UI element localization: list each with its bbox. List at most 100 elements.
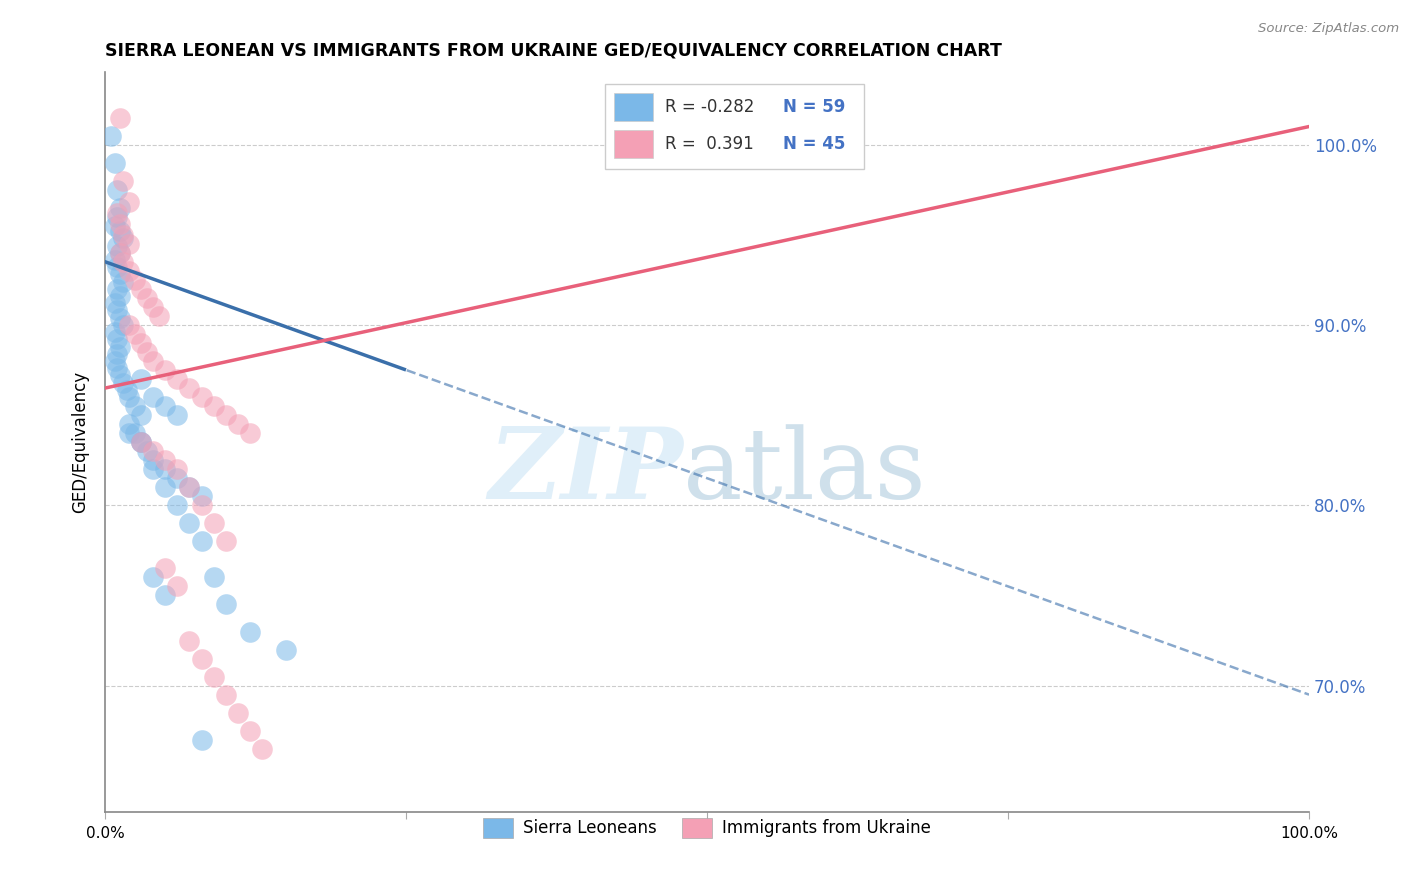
Point bbox=[131, 335, 153, 350]
Point bbox=[118, 390, 141, 404]
Point bbox=[131, 408, 153, 422]
Point bbox=[155, 589, 177, 603]
Point bbox=[108, 245, 131, 260]
Point bbox=[108, 289, 131, 303]
Point bbox=[155, 561, 177, 575]
Point bbox=[105, 183, 128, 197]
Point bbox=[118, 318, 141, 332]
Point bbox=[118, 417, 141, 431]
Point bbox=[108, 340, 131, 354]
Text: 0.0%: 0.0% bbox=[86, 826, 125, 841]
Point bbox=[179, 381, 201, 395]
Point bbox=[124, 273, 146, 287]
Point bbox=[112, 227, 135, 242]
Point bbox=[118, 264, 141, 278]
Point bbox=[108, 268, 131, 282]
Point bbox=[118, 236, 141, 251]
Point bbox=[202, 670, 225, 684]
Point bbox=[105, 303, 128, 318]
Point bbox=[105, 332, 128, 346]
Point bbox=[155, 480, 177, 494]
Point bbox=[214, 688, 236, 702]
Point bbox=[142, 390, 165, 404]
Point bbox=[108, 224, 131, 238]
Point bbox=[166, 498, 188, 512]
Text: Source: ZipAtlas.com: Source: ZipAtlas.com bbox=[1258, 22, 1399, 36]
Point bbox=[112, 318, 135, 332]
Point bbox=[108, 245, 131, 260]
Text: SIERRA LEONEAN VS IMMIGRANTS FROM UKRAINE GED/EQUIVALENCY CORRELATION CHART: SIERRA LEONEAN VS IMMIGRANTS FROM UKRAIN… bbox=[105, 42, 1002, 60]
Point bbox=[112, 231, 135, 245]
Point bbox=[108, 310, 131, 325]
Point bbox=[155, 462, 177, 476]
Point bbox=[131, 282, 153, 296]
Point bbox=[124, 326, 146, 341]
Point bbox=[155, 453, 177, 467]
Point bbox=[112, 254, 135, 268]
Point bbox=[274, 642, 297, 657]
Point bbox=[190, 651, 212, 665]
Legend: Sierra Leoneans, Immigrants from Ukraine: Sierra Leoneans, Immigrants from Ukraine bbox=[477, 812, 938, 844]
Point bbox=[108, 201, 131, 215]
Point bbox=[131, 372, 153, 386]
Point bbox=[105, 361, 128, 376]
Point bbox=[104, 296, 127, 310]
Text: N = 59: N = 59 bbox=[783, 98, 845, 116]
Point bbox=[131, 435, 153, 450]
Point bbox=[112, 376, 135, 390]
Point bbox=[136, 291, 159, 305]
Text: R =  0.391: R = 0.391 bbox=[665, 136, 754, 153]
Point bbox=[131, 435, 153, 450]
Point bbox=[190, 534, 212, 549]
FancyBboxPatch shape bbox=[614, 93, 652, 121]
Y-axis label: GED/Equivalency: GED/Equivalency bbox=[72, 371, 89, 513]
Point bbox=[105, 282, 128, 296]
Point bbox=[155, 363, 177, 377]
Point bbox=[166, 372, 188, 386]
Point bbox=[190, 390, 212, 404]
Point bbox=[136, 444, 159, 458]
Point bbox=[214, 598, 236, 612]
Point bbox=[214, 408, 236, 422]
Point bbox=[142, 453, 165, 467]
Point bbox=[136, 345, 159, 359]
Point bbox=[166, 471, 188, 485]
Point bbox=[118, 426, 141, 441]
Text: N = 45: N = 45 bbox=[783, 136, 845, 153]
Point bbox=[142, 570, 165, 584]
Point bbox=[108, 111, 131, 125]
Text: R = -0.282: R = -0.282 bbox=[665, 98, 755, 116]
Point bbox=[202, 570, 225, 584]
Point bbox=[105, 260, 128, 275]
Point bbox=[115, 383, 138, 397]
Point bbox=[179, 633, 201, 648]
Point bbox=[104, 155, 127, 169]
Point bbox=[250, 741, 273, 756]
Point bbox=[166, 462, 188, 476]
Text: 100.0%: 100.0% bbox=[1279, 826, 1339, 841]
Point bbox=[179, 516, 201, 531]
Point bbox=[179, 480, 201, 494]
Point bbox=[124, 399, 146, 413]
Point bbox=[108, 217, 131, 231]
Point bbox=[190, 489, 212, 503]
Text: ZIP: ZIP bbox=[488, 424, 683, 520]
Point bbox=[112, 174, 135, 188]
Point bbox=[105, 206, 128, 220]
Point bbox=[142, 462, 165, 476]
Point bbox=[202, 516, 225, 531]
Point bbox=[108, 368, 131, 383]
Point bbox=[104, 252, 127, 267]
Point bbox=[148, 309, 170, 323]
Point bbox=[112, 275, 135, 289]
Point bbox=[142, 444, 165, 458]
Point bbox=[179, 480, 201, 494]
Point bbox=[142, 300, 165, 314]
Point bbox=[100, 128, 122, 143]
Point bbox=[190, 498, 212, 512]
Point bbox=[214, 534, 236, 549]
Text: atlas: atlas bbox=[683, 424, 925, 520]
Point bbox=[166, 408, 188, 422]
Point bbox=[166, 579, 188, 593]
Point bbox=[202, 399, 225, 413]
